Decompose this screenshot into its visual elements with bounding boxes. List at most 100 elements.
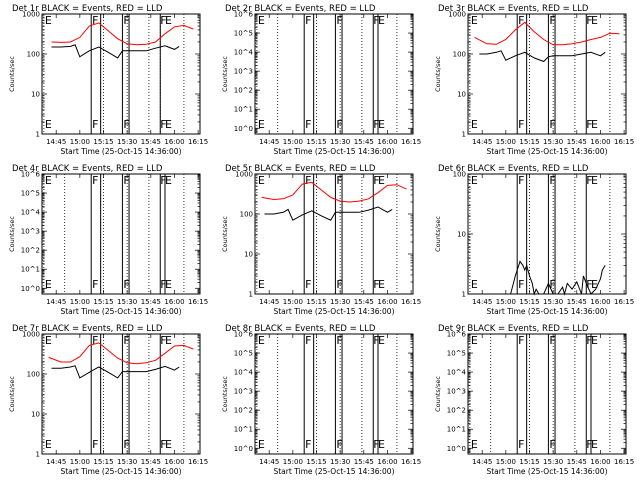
x-tick-label: 15:00 (70, 298, 90, 306)
plot-frame (254, 173, 414, 295)
interval-marker-f: F (549, 334, 555, 347)
chart-title: Det 8r BLACK = Events, RED = LLD (225, 324, 376, 334)
y-tick-label: 1 (249, 291, 253, 299)
series-lld-line (474, 21, 620, 46)
y-tick-label: 1 (462, 131, 466, 139)
chart-title: Det 6r BLACK = Events, RED = LLD (438, 164, 589, 174)
y-tick-label: 10^5 (21, 190, 40, 198)
interval-marker-f: F (92, 334, 98, 347)
x-axis-label: Start Time (25-Oct-15 14:36:00) (60, 307, 181, 316)
interval-marker-f: F (336, 278, 342, 291)
y-tick-label: 10^2 (234, 407, 253, 415)
x-axis-label: Start Time (25-Oct-15 14:36:00) (60, 147, 181, 156)
interval-marker-e: E (378, 278, 385, 291)
interval-marker-f: F (305, 278, 311, 291)
interval-marker-f: F (160, 174, 166, 187)
y-tick-label: 10^0 (234, 445, 253, 453)
interval-marker-f: F (92, 278, 98, 291)
x-tick-label: 15:45 (354, 138, 374, 146)
interval-marker-e: E (591, 334, 598, 347)
interval-marker-f: F (586, 438, 592, 451)
series-events-line (51, 44, 180, 59)
x-tick-label: 15:00 (496, 138, 516, 146)
interval-marker-f: F (549, 438, 555, 451)
y-tick-label: 10^0 (234, 125, 253, 133)
interval-marker-f: F (373, 118, 379, 131)
chart-title: Det 1r BLACK = Events, RED = LLD (12, 4, 163, 14)
x-tick-label: 15:45 (141, 138, 161, 146)
x-axis-label: Start Time (25-Oct-15 14:36:00) (273, 147, 394, 156)
interval-marker-f: F (123, 278, 129, 291)
y-tick-label: 100 (453, 171, 466, 179)
x-tick-label: 15:45 (354, 298, 374, 306)
y-tick-label: 10^3 (234, 388, 253, 396)
interval-marker-f: F (586, 118, 592, 131)
x-axis-label: Start Time (25-Oct-15 14:36:00) (60, 467, 181, 476)
interval-marker-f: F (586, 278, 592, 291)
y-tick-label: 1000 (448, 11, 466, 19)
x-tick-label: 16:15 (188, 458, 208, 466)
interval-marker-f: F (518, 438, 524, 451)
x-tick-label: 15:15 (519, 458, 539, 466)
x-tick-label: 14:45 (259, 458, 279, 466)
x-tick-label: 15:00 (496, 458, 516, 466)
series-events-line (264, 206, 393, 221)
x-tick-label: 15:45 (567, 458, 587, 466)
chart-panel-4: Det 4r BLACK = Events, RED = LLDEEFFFFFF… (8, 164, 208, 316)
y-tick-label: 10^6 (234, 331, 254, 339)
x-tick-label: 15:45 (141, 298, 161, 306)
interval-marker-f: F (518, 334, 524, 347)
interval-marker-e: E (165, 334, 172, 347)
y-tick-label: 10 (244, 251, 253, 259)
x-tick-label: 15:00 (70, 458, 90, 466)
interval-marker-f: F (336, 118, 342, 131)
interval-marker-f: F (160, 278, 166, 291)
interval-marker-f: F (336, 438, 342, 451)
interval-marker-e: E (165, 118, 172, 131)
x-tick-label: 14:45 (259, 138, 279, 146)
plot-frame (467, 13, 627, 135)
interval-marker-e: E (591, 278, 598, 291)
y-axis-label: Counts/sec (221, 56, 229, 92)
y-tick-label: 10^6 (234, 11, 254, 19)
x-tick-label: 15:15 (93, 298, 113, 306)
y-axis-label: Counts/sec (221, 216, 229, 252)
plot-frame (41, 13, 201, 135)
plot-frame (41, 173, 201, 295)
y-tick-label: 1000 (235, 171, 253, 179)
y-axis-label: Counts/sec (8, 376, 16, 412)
interval-marker-f: F (336, 14, 342, 27)
plot-frame (467, 333, 627, 455)
x-tick-label: 15:00 (283, 298, 303, 306)
interval-marker-f: F (305, 438, 311, 451)
chart-panel-3: Det 3r BLACK = Events, RED = LLDEEFFFFFF… (434, 4, 634, 156)
x-axis-label: Start Time (25-Oct-15 14:36:00) (486, 467, 607, 476)
interval-marker-e: E (378, 334, 385, 347)
interval-marker-f: F (92, 14, 98, 27)
interval-marker-f: F (305, 14, 311, 27)
interval-marker-f: F (123, 118, 129, 131)
chart-title: Det 2r BLACK = Events, RED = LLD (225, 4, 376, 14)
interval-marker-f: F (518, 118, 524, 131)
x-tick-label: 15:30 (543, 138, 563, 146)
interval-marker-f: F (373, 438, 379, 451)
x-tick-label: 15:15 (93, 458, 113, 466)
y-tick-label: 10^4 (234, 49, 254, 57)
chart-title: Det 5r BLACK = Events, RED = LLD (225, 164, 376, 174)
interval-marker-f: F (123, 438, 129, 451)
y-tick-label: 10^1 (234, 106, 253, 114)
series-lld-line (48, 342, 194, 365)
chart-title: Det 4r BLACK = Events, RED = LLD (12, 164, 163, 174)
y-axis-label: Counts/sec (8, 56, 16, 92)
x-tick-label: 15:00 (496, 298, 516, 306)
interval-marker-e: E (165, 278, 172, 291)
x-tick-label: 15:30 (543, 458, 563, 466)
x-tick-label: 15:30 (330, 458, 350, 466)
x-tick-label: 16:00 (590, 458, 610, 466)
y-tick-label: 10^3 (21, 228, 40, 236)
interval-marker-f: F (123, 14, 129, 27)
interval-marker-f: F (305, 118, 311, 131)
interval-marker-e: E (591, 438, 598, 451)
plot-frame (467, 173, 627, 295)
interval-marker-f: F (586, 334, 592, 347)
